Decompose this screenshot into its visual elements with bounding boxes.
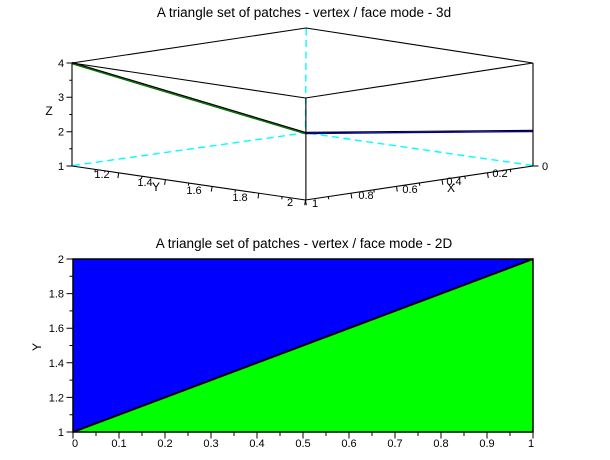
x-axis-ticks-2d bbox=[72, 432, 534, 439]
z-tick-label: 3 bbox=[58, 92, 64, 104]
x-axis-label: X bbox=[447, 181, 455, 195]
patch-edge-green bbox=[71, 63, 306, 135]
y-axis-ticks-2d bbox=[66, 258, 73, 433]
y-tick-label: 1.8 bbox=[232, 192, 247, 204]
x-tick-label-2d: 0.9 bbox=[479, 438, 494, 450]
y-tick-label-2d: 1.2 bbox=[49, 392, 64, 404]
z-axis-label: Z bbox=[45, 104, 52, 118]
hidden-box-edges bbox=[72, 28, 533, 167]
y-tick-label-2d: 1.6 bbox=[49, 323, 64, 335]
triangle-diagonal-edge bbox=[72, 258, 534, 433]
x-tick-label-2d: 1 bbox=[528, 438, 534, 450]
y-axis-label-2d: Y bbox=[30, 343, 44, 351]
y-tick-label-2d: 1.4 bbox=[49, 358, 64, 370]
y-axis-tick-marks bbox=[94, 169, 306, 206]
plot3d-title: A triangle set of patches - vertex / fac… bbox=[157, 5, 451, 20]
plot2d: A triangle set of patches - vertex / fac… bbox=[30, 236, 534, 450]
x-tick-label-2d: 0.3 bbox=[203, 438, 218, 450]
x-tick-label-2d: 0 bbox=[72, 438, 78, 450]
x-tick-label: 1 bbox=[312, 198, 318, 210]
x-axis-tick-marks bbox=[305, 165, 539, 206]
axes-box-edges bbox=[71, 27, 534, 201]
patch-edge-blue bbox=[305, 130, 534, 135]
x-tick-label-2d: 0.4 bbox=[249, 438, 264, 450]
z-tick-label: 1 bbox=[58, 161, 64, 173]
y-tick-label-2d: 1.8 bbox=[49, 289, 64, 301]
x-tick-label-2d: 0.2 bbox=[157, 438, 172, 450]
x-tick-label-2d: 0.6 bbox=[341, 438, 356, 450]
x-tick-label-2d: 0.7 bbox=[387, 438, 402, 450]
y-tick-label: 1.4 bbox=[137, 177, 152, 189]
z-tick-label: 4 bbox=[58, 58, 64, 70]
plot2d-title: A triangle set of patches - vertex / fac… bbox=[156, 236, 453, 251]
y-tick-label-2d: 1 bbox=[58, 427, 64, 439]
z-axis-tick-marks bbox=[66, 62, 72, 167]
y-tick-label: 1.6 bbox=[186, 185, 201, 197]
x-tick-label-2d: 0.8 bbox=[433, 438, 448, 450]
patch-edge-green-outline bbox=[71, 61, 306, 134]
y-axis-label: Y bbox=[152, 180, 160, 194]
x-tick-label: 0.6 bbox=[402, 184, 417, 196]
y-tick-label: 1.2 bbox=[94, 169, 109, 181]
y-tick-label-2d: 2 bbox=[58, 254, 64, 266]
z-tick-label: 2 bbox=[58, 127, 64, 139]
x-tick-label: 0.8 bbox=[358, 190, 373, 202]
patch-edge-blue-outline bbox=[305, 129, 534, 133]
x-tick-label: 0 bbox=[542, 161, 548, 173]
plot3d: A triangle set of patches - vertex / fac… bbox=[45, 5, 548, 210]
x-tick-label: 0.2 bbox=[492, 168, 507, 180]
x-tick-label-2d: 0.5 bbox=[295, 438, 310, 450]
y-tick-label: 2 bbox=[287, 197, 293, 209]
x-tick-label-2d: 0.1 bbox=[111, 438, 126, 450]
x-tick-label: 0.4 bbox=[446, 176, 461, 188]
